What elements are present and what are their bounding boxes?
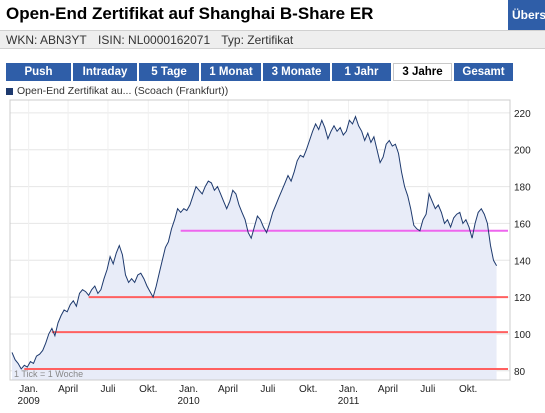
- x-year-label: 2010: [177, 396, 200, 407]
- legend-label: Open-End Zertifikat au... (Scoach (Frank…: [17, 85, 229, 97]
- x-tick-label: Juli: [100, 384, 115, 395]
- wkn-label: WKN: ABN3YT: [6, 33, 87, 47]
- x-tick-label: Okt.: [299, 384, 317, 395]
- tab-3-monate[interactable]: 3 Monate: [263, 63, 330, 81]
- tab-intraday[interactable]: Intraday: [73, 63, 137, 81]
- level-lines: [24, 229, 508, 370]
- x-year-label: 2011: [338, 396, 360, 407]
- page-title: Open-End Zertifikat auf Shanghai B-Share…: [6, 4, 374, 23]
- x-tick-label: Jan.: [339, 384, 358, 395]
- overview-button[interactable]: Übers: [508, 0, 545, 30]
- y-tick-label: 220: [514, 109, 531, 120]
- tab-3-jahre[interactable]: 3 Jahre: [393, 63, 452, 81]
- y-tick-label: 120: [514, 293, 531, 304]
- instrument-info: WKN: ABN3YT ISIN: NL0000162071 Typ: Zert…: [0, 30, 545, 49]
- y-tick-label: 180: [514, 183, 531, 194]
- x-tick-label: April: [378, 384, 398, 395]
- price-area: [12, 116, 497, 380]
- y-tick-label: 200: [514, 146, 531, 157]
- x-tick-label: Okt.: [139, 384, 157, 395]
- x-tick-label: April: [58, 384, 78, 395]
- x-tick-label: Juli: [420, 384, 435, 395]
- chart-legend: Open-End Zertifikat au... (Scoach (Frank…: [6, 85, 228, 97]
- x-tick-label: Okt.: [459, 384, 477, 395]
- y-axis: 80 100 120 140 160 180 200 220: [514, 109, 531, 378]
- isin-label: ISIN: NL0000162071: [98, 33, 211, 47]
- x-tick-label: April: [218, 384, 238, 395]
- y-tick-label: 80: [514, 367, 526, 378]
- tab-5-tage[interactable]: 5 Tage: [139, 63, 199, 81]
- x-tick-label: Jan.: [19, 384, 38, 395]
- timeframe-tabs: Push Intraday 5 Tage 1 Monat 3 Monate 1 …: [6, 63, 513, 81]
- type-label: Typ: Zertifikat: [221, 33, 294, 47]
- y-tick-label: 160: [514, 219, 531, 230]
- x-tick-label: Jan.: [179, 384, 198, 395]
- tab-gesamt[interactable]: Gesamt: [454, 63, 513, 81]
- legend-swatch: [6, 87, 13, 95]
- x-tick-label: Juli: [260, 384, 275, 395]
- y-tick-label: 140: [514, 256, 531, 267]
- tab-1-monat[interactable]: 1 Monat: [201, 63, 261, 81]
- tab-push[interactable]: Push: [6, 63, 71, 81]
- price-line: [11, 115, 498, 370]
- tick-note: 1 Tick = 1 Woche: [14, 369, 83, 379]
- x-year-label: 2009: [18, 396, 41, 407]
- plot-frame: [9, 99, 511, 381]
- tab-1-jahr[interactable]: 1 Jahr: [332, 63, 391, 81]
- y-tick-label: 100: [514, 330, 531, 341]
